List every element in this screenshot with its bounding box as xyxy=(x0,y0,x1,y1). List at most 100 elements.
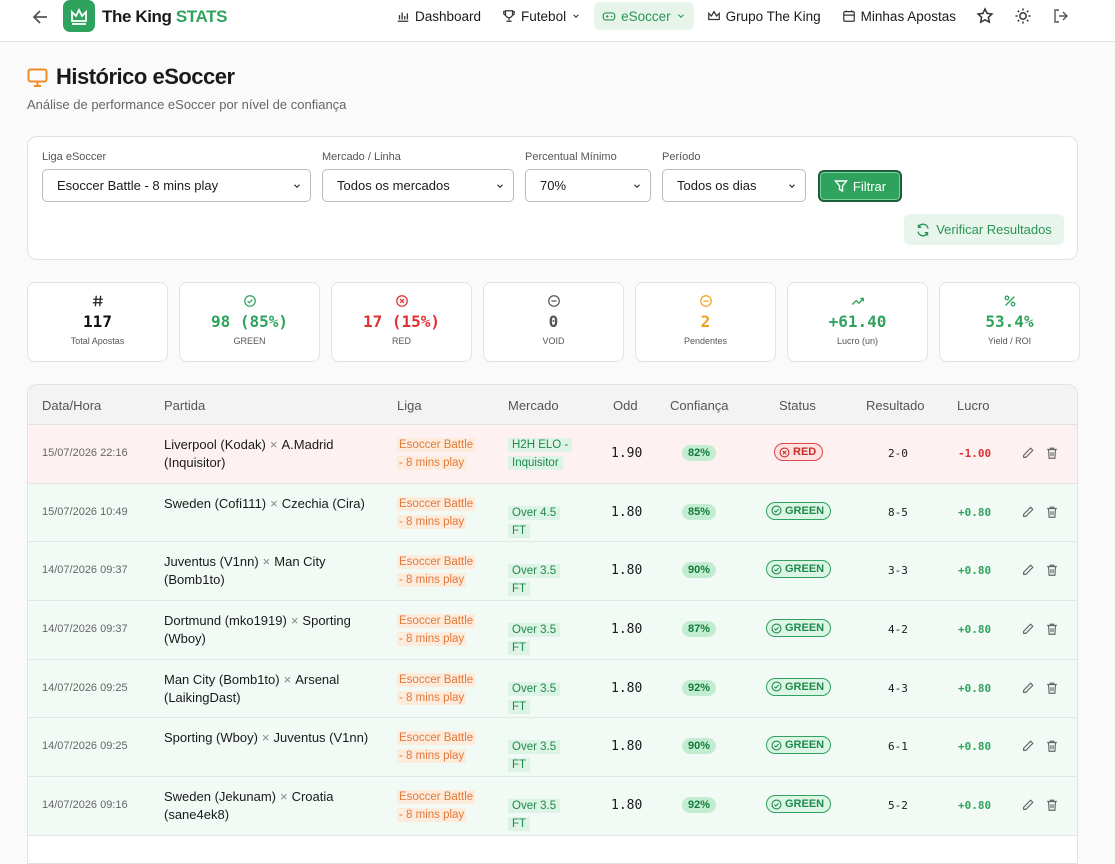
icon-part xyxy=(395,295,408,307)
column-header: Liga xyxy=(397,398,422,413)
nav-item[interactable]: eSoccer xyxy=(594,2,694,30)
icon-part xyxy=(497,183,503,188)
row-actions xyxy=(1021,798,1059,812)
delete-button[interactable] xyxy=(1045,505,1059,519)
chevron xyxy=(789,183,795,188)
nav-icon xyxy=(602,12,616,21)
separator: × xyxy=(261,730,270,746)
icon-part xyxy=(771,623,782,634)
league: Esoccer Battle - 8 mins play xyxy=(397,555,476,588)
filter-select[interactable]: Todos os mercados xyxy=(322,169,514,202)
column-header: Data/Hora xyxy=(42,398,102,413)
nav-item[interactable]: Dashboard xyxy=(388,2,489,30)
delete-button[interactable] xyxy=(1045,798,1059,812)
brand[interactable]: The King STATS xyxy=(102,7,227,27)
filter-select[interactable]: 70% xyxy=(525,169,651,202)
market-badge: Over 3.5 FT xyxy=(508,562,573,598)
status-icon xyxy=(771,505,782,516)
icon-part xyxy=(833,180,848,193)
table-row: 14/07/2026 09:37 Juventus (V1nn) × Man City… xyxy=(28,542,1077,602)
theme-icon[interactable] xyxy=(1014,7,1032,25)
delete-button[interactable] xyxy=(1045,681,1059,695)
icon-part xyxy=(1019,12,1027,20)
nav-icon xyxy=(503,10,515,22)
back-button[interactable] xyxy=(31,7,51,27)
market-badge: Over 4.5 FT xyxy=(508,504,573,540)
confidence: 90% xyxy=(682,562,717,579)
match: Liverpool (Kodak) × A.Madrid (Inquisitor) xyxy=(164,436,379,472)
stat-label: Yield / ROI xyxy=(987,336,1032,346)
nav-item-label: Futebol xyxy=(521,8,567,24)
stat-card: 0 VOID xyxy=(483,282,624,362)
stat-icon xyxy=(395,295,408,307)
verify-button[interactable]: Verificar Resultados xyxy=(904,214,1064,245)
away-team: Man City (Bomb1to) xyxy=(164,554,326,588)
market-badge: Over 3.5 FT xyxy=(508,621,573,657)
delete-button[interactable] xyxy=(1045,446,1059,460)
edit-button[interactable] xyxy=(1021,505,1035,519)
profit: +0.80 xyxy=(958,681,992,695)
icon-part xyxy=(1010,301,1015,307)
league-badge: Esoccer Battle - 8 mins play xyxy=(397,671,479,707)
favorites-icon[interactable] xyxy=(976,7,994,25)
away-team: Juventus (V1nn) xyxy=(273,730,369,746)
nav-items: Dashboard Futebol eSoccer Grupo The King Min… xyxy=(388,2,969,30)
table-header: Data/Hora Partida Liga Mercado Odd Confiança S… xyxy=(28,385,1077,425)
separator: × xyxy=(290,613,299,629)
column-header: Lucro xyxy=(957,398,990,413)
filter-label: Mercado / Linha xyxy=(322,151,401,163)
profit: +0.80 xyxy=(958,505,992,519)
stat-card: 17 (15%) RED xyxy=(331,282,472,362)
status-icon xyxy=(771,681,782,692)
nav-item-label: Grupo The King xyxy=(725,8,821,24)
date: 14/07/2026 09:25 xyxy=(42,740,128,753)
nav-icon xyxy=(842,10,855,22)
filter-select[interactable]: Esoccer Battle - 8 mins play xyxy=(42,169,311,202)
logo[interactable] xyxy=(63,0,95,32)
match: Man City (Bomb1to) × Arsenal (LaikingDast) xyxy=(164,671,379,707)
nav-item[interactable]: Futebol xyxy=(494,2,589,30)
result: 6-1 xyxy=(888,740,908,754)
edit-button[interactable] xyxy=(1021,798,1035,812)
home-team: Man City (Bomb1to) xyxy=(164,671,280,687)
profit: -1.00 xyxy=(958,447,992,460)
status-badge: GREEN xyxy=(766,501,832,520)
filter-select[interactable]: Todos os dias xyxy=(662,169,806,202)
stat-icon xyxy=(1004,295,1015,307)
match: Sweden (Cofi111) × Czechia (Cira) xyxy=(164,495,379,513)
odd: 1.80 xyxy=(611,680,643,696)
league: Esoccer Battle - 8 mins play xyxy=(397,438,476,470)
icon-part xyxy=(399,298,404,304)
column-header: Mercado xyxy=(508,398,559,413)
filter-button[interactable]: Filtrar xyxy=(818,170,902,202)
edit-button[interactable] xyxy=(1021,622,1035,636)
league-badge: Esoccer Battle - 8 mins play xyxy=(397,729,479,765)
delete-button[interactable] xyxy=(1045,739,1059,753)
edit-button[interactable] xyxy=(1021,681,1035,695)
table-row: 14/07/2026 09:37 Dortmund (mko1919) × Sport… xyxy=(28,601,1077,660)
icon-part xyxy=(1047,623,1057,635)
status-badge: GREEN xyxy=(766,795,832,814)
odd: 1.80 xyxy=(611,563,643,579)
nav-item[interactable]: Grupo The King xyxy=(699,2,829,30)
table-body: 15/07/2026 22:16 Liverpool (Kodak) × A.Madr… xyxy=(28,425,1077,836)
icon-part xyxy=(1047,741,1057,753)
delete-button[interactable] xyxy=(1045,622,1059,636)
logout-icon[interactable] xyxy=(1052,7,1070,25)
result: 4-2 xyxy=(888,623,908,637)
confidence: 92% xyxy=(682,679,717,696)
status-icon xyxy=(771,799,782,810)
icon-part xyxy=(1047,506,1057,518)
status-icon xyxy=(771,740,782,751)
icon-part xyxy=(1023,682,1034,693)
delete-button[interactable] xyxy=(1045,563,1059,577)
edit-button[interactable] xyxy=(1021,739,1035,753)
edit-button[interactable] xyxy=(1021,446,1035,460)
home-team: Juventus (V1nn) xyxy=(164,554,259,570)
edit-button[interactable] xyxy=(1021,563,1035,577)
match: Sporting (Wboy) × Juventus (V1nn) xyxy=(164,729,379,747)
nav-item[interactable]: Minhas Apostas xyxy=(834,2,964,30)
brand-name: The King xyxy=(102,7,172,26)
row-actions xyxy=(1021,505,1059,519)
